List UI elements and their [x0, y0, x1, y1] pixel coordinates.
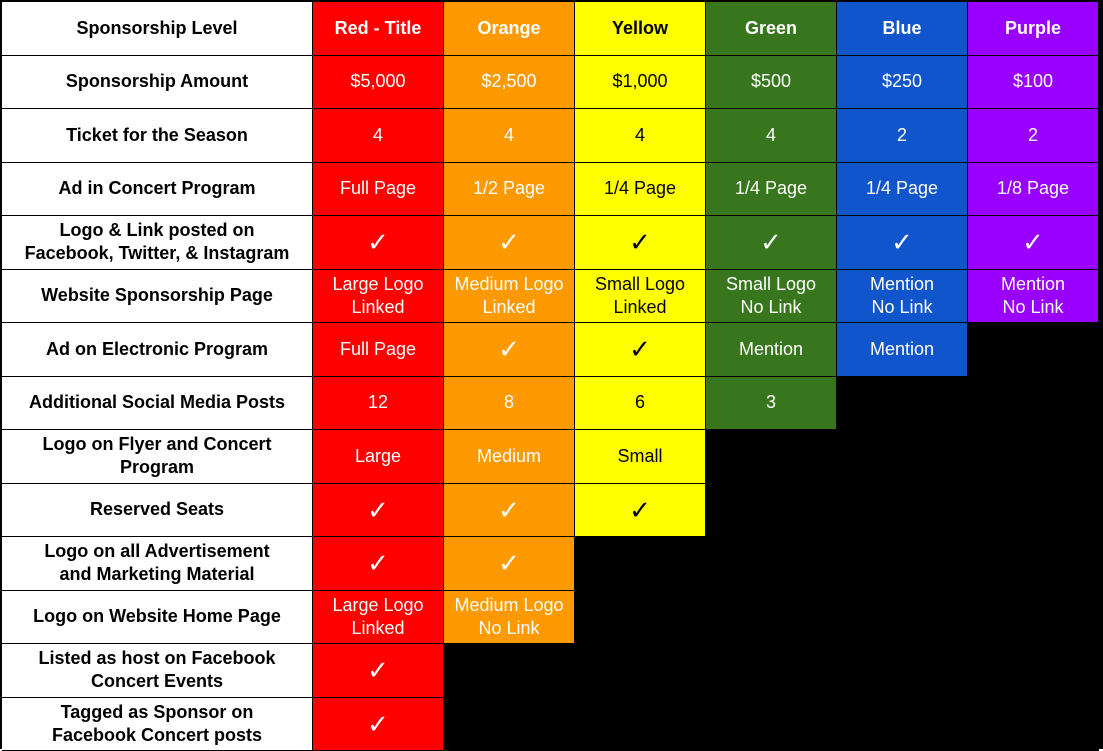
benefit-value: Medium Logo Linked [444, 270, 575, 324]
benefit-value: 4 [444, 109, 575, 163]
benefit-value: 3 [706, 377, 837, 431]
empty-cell [575, 698, 706, 751]
check-icon: ✓ [968, 216, 1099, 270]
empty-cell [968, 644, 1099, 698]
benefit-value: Large [313, 430, 444, 484]
benefit-value: $5,000 [313, 56, 444, 110]
level-header-blue: Blue [837, 2, 968, 56]
benefit-value: $1,000 [575, 56, 706, 110]
level-header-green: Green [706, 2, 837, 56]
empty-cell [706, 537, 837, 591]
check-icon: ✓ [313, 698, 444, 751]
benefit-value: $100 [968, 56, 1099, 110]
benefit-value: 2 [968, 109, 1099, 163]
benefit-value: Small [575, 430, 706, 484]
check-icon: ✓ [313, 216, 444, 270]
benefit-value: 6 [575, 377, 706, 431]
empty-cell [968, 591, 1099, 645]
benefit-value: 1/8 Page [968, 163, 1099, 217]
benefit-value: 12 [313, 377, 444, 431]
check-icon: ✓ [313, 537, 444, 591]
row-label: Logo on Website Home Page [2, 591, 313, 645]
row-label: Tagged as Sponsor on Facebook Concert po… [2, 698, 313, 751]
row-label: Ad in Concert Program [2, 163, 313, 217]
check-icon: ✓ [575, 484, 706, 538]
empty-cell [706, 644, 837, 698]
check-icon: ✓ [837, 216, 968, 270]
empty-cell [837, 537, 968, 591]
empty-cell [968, 377, 1099, 431]
check-icon: ✓ [706, 216, 837, 270]
empty-cell [575, 537, 706, 591]
benefit-value: 8 [444, 377, 575, 431]
benefit-value: Medium Logo No Link [444, 591, 575, 645]
benefit-value: Large Logo Linked [313, 270, 444, 324]
empty-cell [968, 537, 1099, 591]
benefit-value: 4 [313, 109, 444, 163]
level-header-yellow: Yellow [575, 2, 706, 56]
row-label: Additional Social Media Posts [2, 377, 313, 431]
empty-cell [444, 698, 575, 751]
benefit-value: 4 [575, 109, 706, 163]
empty-cell [837, 644, 968, 698]
benefit-value: Full Page [313, 323, 444, 377]
benefit-value: 1/2 Page [444, 163, 575, 217]
benefit-value: 1/4 Page [837, 163, 968, 217]
empty-cell [706, 484, 837, 538]
row-label: Sponsorship Amount [2, 56, 313, 110]
empty-cell [968, 698, 1099, 751]
empty-cell [837, 430, 968, 484]
row-label: Website Sponsorship Page [2, 270, 313, 324]
benefit-value: Mention [837, 323, 968, 377]
benefit-value: Large Logo Linked [313, 591, 444, 645]
empty-cell [706, 698, 837, 751]
row-label: Logo on all Advertisement and Marketing … [2, 537, 313, 591]
row-label: Listed as host on Facebook Concert Event… [2, 644, 313, 698]
empty-cell [837, 591, 968, 645]
benefit-value: Mention [706, 323, 837, 377]
empty-cell [575, 591, 706, 645]
empty-cell [444, 644, 575, 698]
benefit-value: Full Page [313, 163, 444, 217]
empty-cell [575, 644, 706, 698]
benefit-value: Mention No Link [968, 270, 1099, 324]
check-icon: ✓ [444, 537, 575, 591]
header-level-label: Sponsorship Level [2, 2, 313, 56]
row-label: Logo & Link posted on Facebook, Twitter,… [2, 216, 313, 270]
benefit-value: Small Logo Linked [575, 270, 706, 324]
row-label: Reserved Seats [2, 484, 313, 538]
check-icon: ✓ [444, 484, 575, 538]
benefit-value: Mention No Link [837, 270, 968, 324]
check-icon: ✓ [575, 216, 706, 270]
benefit-value: $500 [706, 56, 837, 110]
check-icon: ✓ [575, 323, 706, 377]
level-header-red: Red - Title [313, 2, 444, 56]
row-label: Ticket for the Season [2, 109, 313, 163]
row-label: Logo on Flyer and Concert Program [2, 430, 313, 484]
level-header-purple: Purple [968, 2, 1099, 56]
check-icon: ✓ [313, 484, 444, 538]
empty-cell [837, 377, 968, 431]
check-icon: ✓ [313, 644, 444, 698]
empty-cell [968, 484, 1099, 538]
benefit-value: Medium [444, 430, 575, 484]
empty-cell [968, 323, 1099, 377]
empty-cell [837, 484, 968, 538]
empty-cell [837, 698, 968, 751]
benefit-value: $2,500 [444, 56, 575, 110]
benefit-value: Small Logo No Link [706, 270, 837, 324]
benefit-value: 1/4 Page [575, 163, 706, 217]
empty-cell [706, 430, 837, 484]
empty-cell [968, 430, 1099, 484]
benefit-value: 2 [837, 109, 968, 163]
check-icon: ✓ [444, 323, 575, 377]
benefit-value: 1/4 Page [706, 163, 837, 217]
benefit-value: $250 [837, 56, 968, 110]
benefit-value: 4 [706, 109, 837, 163]
empty-cell [706, 591, 837, 645]
row-label: Ad on Electronic Program [2, 323, 313, 377]
level-header-orange: Orange [444, 2, 575, 56]
check-icon: ✓ [444, 216, 575, 270]
